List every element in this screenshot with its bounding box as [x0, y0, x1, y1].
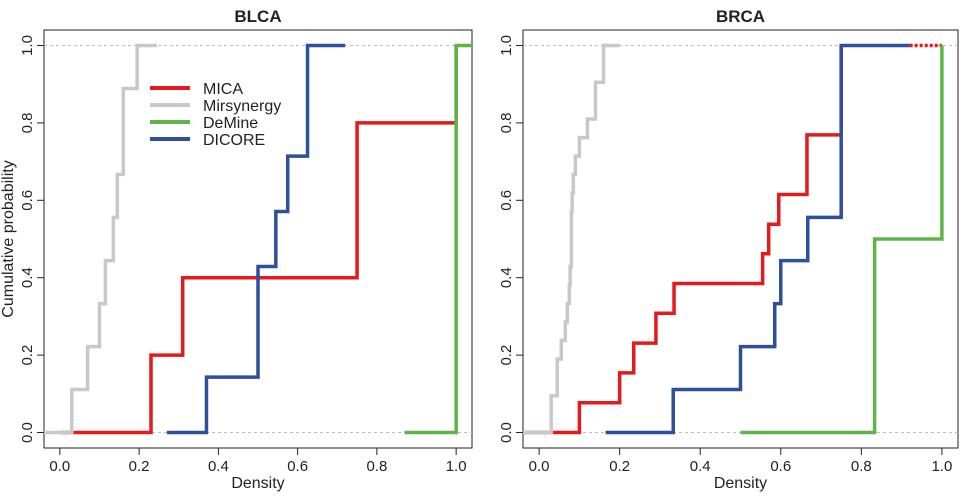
- y-tick-label: 0.4: [19, 267, 36, 288]
- series-line-dicore: [605, 43, 910, 435]
- legend-label-mirsynergy: Mirsynergy: [203, 98, 281, 115]
- legend-label-mica: MICA: [203, 81, 243, 98]
- series-line-mirsynergy: [523, 43, 620, 435]
- y-tick-label: 0.6: [19, 190, 36, 211]
- chart-title: BLCA: [234, 7, 281, 26]
- series-line-mica: [523, 45, 843, 435]
- y-tick-label: 0.8: [498, 112, 515, 133]
- x-tick-label: 0.8: [366, 458, 387, 475]
- y-tick-label: 0.0: [498, 422, 515, 443]
- plot-frame: [522, 29, 959, 449]
- chart-panel-brca: BRCA 0.0 0.2 0.4 0.6 0.8 1.0 0.0 0.2 0.4 0.6 0.8 1.0…: [498, 7, 959, 492]
- x-axis-label: Density: [231, 475, 284, 492]
- y-tick-label: 0.8: [19, 112, 36, 133]
- x-tick-label: 1.0: [931, 458, 952, 475]
- y-tick-label: 0.2: [19, 345, 36, 366]
- legend-label-demine: DeMine: [203, 115, 258, 132]
- y-tick-label: 1.0: [498, 35, 515, 56]
- x-tick-label: 0.8: [851, 458, 872, 475]
- x-tick-label: 0.6: [287, 458, 308, 475]
- x-tick-label: 1.0: [446, 458, 467, 475]
- y-tick-label: 0.6: [498, 190, 515, 211]
- y-tick-label: 1.0: [19, 35, 36, 56]
- series-line-dicore: [166, 43, 346, 435]
- x-tick-label: 0.0: [49, 458, 70, 475]
- x-tick-label: 0.0: [529, 458, 550, 475]
- x-tick-label: 0.4: [690, 458, 711, 475]
- x-tick-label: 0.6: [770, 458, 791, 475]
- x-tick-label: 0.2: [129, 458, 150, 475]
- legend-label-dicore: DICORE: [203, 132, 265, 149]
- series-line-demine: [404, 43, 472, 435]
- series-line-mirsynergy: [44, 43, 157, 435]
- y-tick-label: 0.2: [498, 345, 515, 366]
- y-tick-label: 0.0: [19, 422, 36, 443]
- x-axis-label: Density: [714, 475, 767, 492]
- plot-area: [523, 43, 944, 435]
- x-tick-label: 0.4: [208, 458, 229, 475]
- x-tick-label: 0.2: [609, 458, 630, 475]
- series-line-mica: [59, 45, 458, 435]
- y-axis-label: Cumulative probability: [0, 160, 17, 317]
- chart-title: BRCA: [716, 7, 765, 26]
- y-tick-label: 0.4: [498, 267, 515, 288]
- plot-frame: [43, 29, 473, 449]
- plot-area: [44, 43, 472, 435]
- series-line-demine: [740, 45, 944, 435]
- chart-panel-blca: BLCA 0.0 0.2 0.4 0.6 0.8 1.0 0.0 0.2 0.4 0.6 0.8 1.0…: [0, 7, 473, 492]
